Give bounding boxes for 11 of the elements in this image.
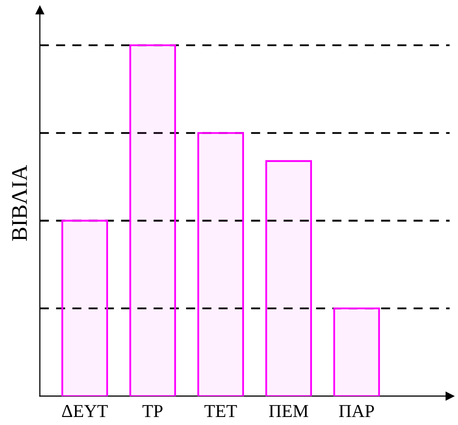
bar [61,220,108,396]
x-tick-label: ΤΕΤ [204,405,237,417]
bar [265,160,312,396]
x-tick-label: ΔΕΥΤ [62,405,108,417]
x-tick-label: ΤΡ [142,405,163,417]
bar [197,132,244,396]
bar [333,307,380,396]
x-tick-label: ΠΕΜ [269,405,308,417]
y-axis-title: ΒΙΒΛΙΑ [12,165,27,241]
bar [129,44,176,396]
x-tick-label: ΠΑΡ [339,405,374,417]
